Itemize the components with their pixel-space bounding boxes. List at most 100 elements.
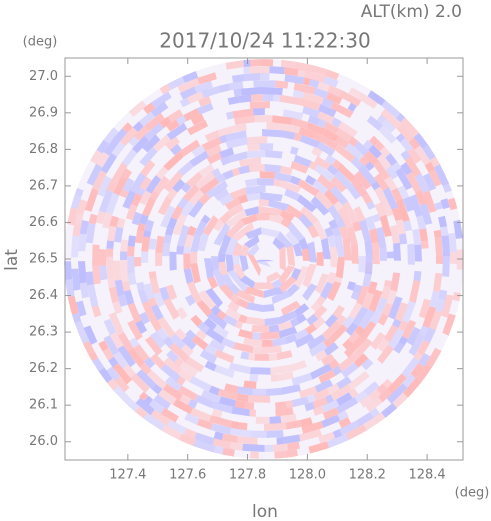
echo-cell (354, 141, 370, 156)
echo-cell (165, 227, 174, 236)
echo-cell (249, 367, 271, 375)
echo-cell (182, 184, 200, 202)
echo-cell (339, 420, 360, 436)
echo-cell (251, 332, 261, 340)
echo-cell (323, 76, 339, 88)
echo-cell (218, 396, 236, 408)
echo-cell (323, 342, 339, 356)
echo-cell (290, 360, 307, 372)
echo-cell (314, 132, 328, 144)
echo-cell (252, 388, 267, 396)
echo-cell (260, 227, 281, 238)
echo-cell (317, 119, 327, 128)
echo-cell (108, 286, 119, 303)
echo-cell (91, 305, 102, 318)
echo-cell (113, 128, 128, 143)
echo-cell (407, 147, 422, 164)
echo-cell (324, 226, 334, 238)
echo-cell (336, 397, 359, 414)
echo-cell (165, 376, 182, 392)
echo-cell (345, 424, 367, 441)
echo-cell (434, 201, 443, 211)
echo-cell (236, 386, 253, 396)
echo-cell (447, 197, 458, 211)
echo-cell (228, 362, 251, 375)
echo-cell (253, 108, 265, 116)
echo-cell (366, 115, 384, 131)
echo-cell (456, 249, 464, 270)
echo-cell (98, 367, 113, 383)
echo-cell (127, 235, 136, 247)
echo-cell (144, 122, 164, 141)
echo-cell (205, 180, 228, 199)
echo-cell (282, 434, 301, 444)
echo-cell (162, 242, 171, 257)
echo-cell (286, 245, 296, 267)
echo-cell (312, 397, 328, 409)
echo-cell (168, 342, 190, 363)
echo-cell (355, 412, 374, 427)
echo-cell (180, 182, 192, 193)
echo-cell (150, 353, 166, 369)
echo-cell (103, 137, 120, 156)
echo-cell (120, 259, 129, 283)
echo-cell (143, 357, 156, 369)
echo-cell (162, 383, 183, 401)
echo-cell (204, 258, 214, 279)
echo-cell (122, 190, 136, 209)
echo-cell (117, 345, 136, 368)
echo-cell (166, 350, 179, 363)
echo-cell (418, 353, 431, 367)
echo-cell (232, 242, 243, 256)
echo-cell (280, 384, 301, 395)
echo-cell (290, 268, 302, 281)
echo-cell (191, 144, 206, 157)
echo-cell (169, 251, 177, 271)
echo-cell (218, 83, 230, 93)
echo-cell (260, 73, 270, 81)
echo-cell (189, 150, 210, 167)
echo-cell (315, 350, 328, 362)
echo-cell (377, 313, 389, 326)
echo-cell (179, 86, 198, 100)
echo-cell (382, 187, 399, 210)
echo-cell (371, 242, 380, 265)
echo-cell (401, 357, 420, 378)
echo-cell (79, 220, 89, 235)
echo-cell (95, 210, 106, 224)
echo-cell (177, 385, 198, 401)
echo-cell (248, 352, 256, 361)
echo-cell (449, 251, 457, 264)
echo-cell (381, 403, 398, 418)
echo-cell (245, 185, 266, 195)
echo-cell (269, 66, 285, 75)
echo-cell (153, 175, 170, 195)
echo-cell (368, 289, 383, 313)
echo-cell (279, 276, 297, 294)
echo-cell (243, 337, 263, 347)
echo-cell (325, 154, 337, 166)
echo-cell (442, 248, 450, 257)
echo-cell (347, 371, 370, 391)
echo-cell (322, 320, 342, 340)
echo-cell (151, 384, 163, 395)
echo-cell (269, 416, 282, 424)
echo-cell (316, 251, 324, 267)
echo-cell (175, 306, 188, 320)
echo-cell (233, 116, 243, 125)
echo-cell (336, 314, 347, 326)
echo-cell (143, 102, 156, 115)
echo-cell (162, 336, 174, 348)
echo-cell (279, 310, 298, 324)
echo-cell (266, 122, 280, 130)
echo-cell (238, 329, 253, 340)
echo-cell (163, 151, 184, 171)
echo-cell (153, 292, 165, 308)
echo-cell (149, 190, 160, 201)
echo-cell (219, 211, 232, 224)
echo-cell (389, 225, 400, 244)
echo-cell (241, 115, 255, 124)
echo-cell (275, 401, 287, 410)
echo-cell (422, 306, 437, 329)
echo-cell (265, 150, 283, 159)
